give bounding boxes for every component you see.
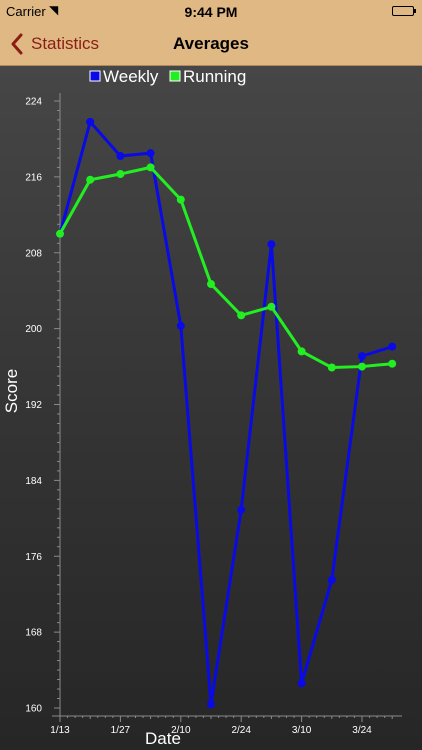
data-point-running xyxy=(358,362,366,371)
legend-label-weekly: Weekly xyxy=(103,67,159,86)
data-point-running xyxy=(116,170,125,179)
data-point-running xyxy=(267,302,276,311)
data-point-weekly xyxy=(176,321,185,330)
nav-bar: Statistics Averages xyxy=(0,24,422,66)
data-point-running xyxy=(207,280,215,289)
status-bar: Carrier ◥ 9:44 PM xyxy=(0,0,422,24)
series-line-weekly xyxy=(58,120,393,706)
data-point-weekly xyxy=(388,342,397,351)
x-tick-label: 2/10 xyxy=(171,725,191,736)
y-tick-label: 184 xyxy=(25,476,42,487)
wifi-icon: ◥ xyxy=(49,3,59,17)
data-point-running xyxy=(86,175,95,184)
y-axis-label: Score xyxy=(2,369,21,413)
data-point-weekly xyxy=(86,117,95,126)
chevron-left-icon xyxy=(11,33,23,55)
data-point-weekly xyxy=(358,352,366,361)
data-point-weekly xyxy=(327,575,336,584)
x-tick-label: 2/24 xyxy=(231,725,251,736)
chart-area: 160 168 176 184 192 200 208 216 224 1/13 1/27 2/10 2… xyxy=(0,66,422,750)
carrier-label: Carrier xyxy=(6,4,46,19)
data-point-running xyxy=(146,163,155,172)
page-title: Averages xyxy=(173,34,249,53)
data-point-weekly xyxy=(146,149,155,158)
data-point-weekly xyxy=(207,700,215,709)
legend-swatch-weekly xyxy=(89,70,101,82)
battery-icon xyxy=(392,6,416,16)
x-axis-label: Date xyxy=(145,729,181,748)
data-point-weekly xyxy=(116,152,125,161)
x-tick-label: 1/13 xyxy=(50,725,70,736)
back-button[interactable]: Statistics xyxy=(10,30,99,58)
y-tick-label: 216 xyxy=(25,172,42,183)
y-tick-label: 176 xyxy=(25,552,42,563)
x-tick-label: 3/24 xyxy=(352,725,372,736)
y-tick-label: 200 xyxy=(25,324,42,335)
y-tick-label: 224 xyxy=(25,97,42,108)
data-point-weekly xyxy=(267,240,276,249)
legend-label-running: Running xyxy=(183,67,246,86)
data-point-running xyxy=(237,311,246,320)
y-tick-label: 168 xyxy=(25,628,42,639)
data-point-running xyxy=(388,359,397,368)
data-point-weekly xyxy=(237,505,246,514)
x-tick-label: 1/27 xyxy=(111,725,131,736)
legend-swatch-running xyxy=(169,70,181,82)
x-tick-label: 3/10 xyxy=(292,725,312,736)
data-point-running xyxy=(327,363,336,372)
data-point-running xyxy=(297,347,306,356)
y-tick-label: 208 xyxy=(25,248,42,259)
y-tick-label: 160 xyxy=(25,704,42,715)
y-tick-label: 192 xyxy=(25,400,42,411)
data-point-running xyxy=(176,195,185,204)
data-point-running xyxy=(56,229,64,238)
averages-chart: 160 168 176 184 192 200 208 216 224 1/13 1/27 2/10 2… xyxy=(2,67,402,748)
back-button-label: Statistics xyxy=(31,34,100,53)
series-line-running xyxy=(58,165,393,370)
data-point-weekly xyxy=(297,679,306,688)
status-time: 9:44 PM xyxy=(184,4,238,20)
